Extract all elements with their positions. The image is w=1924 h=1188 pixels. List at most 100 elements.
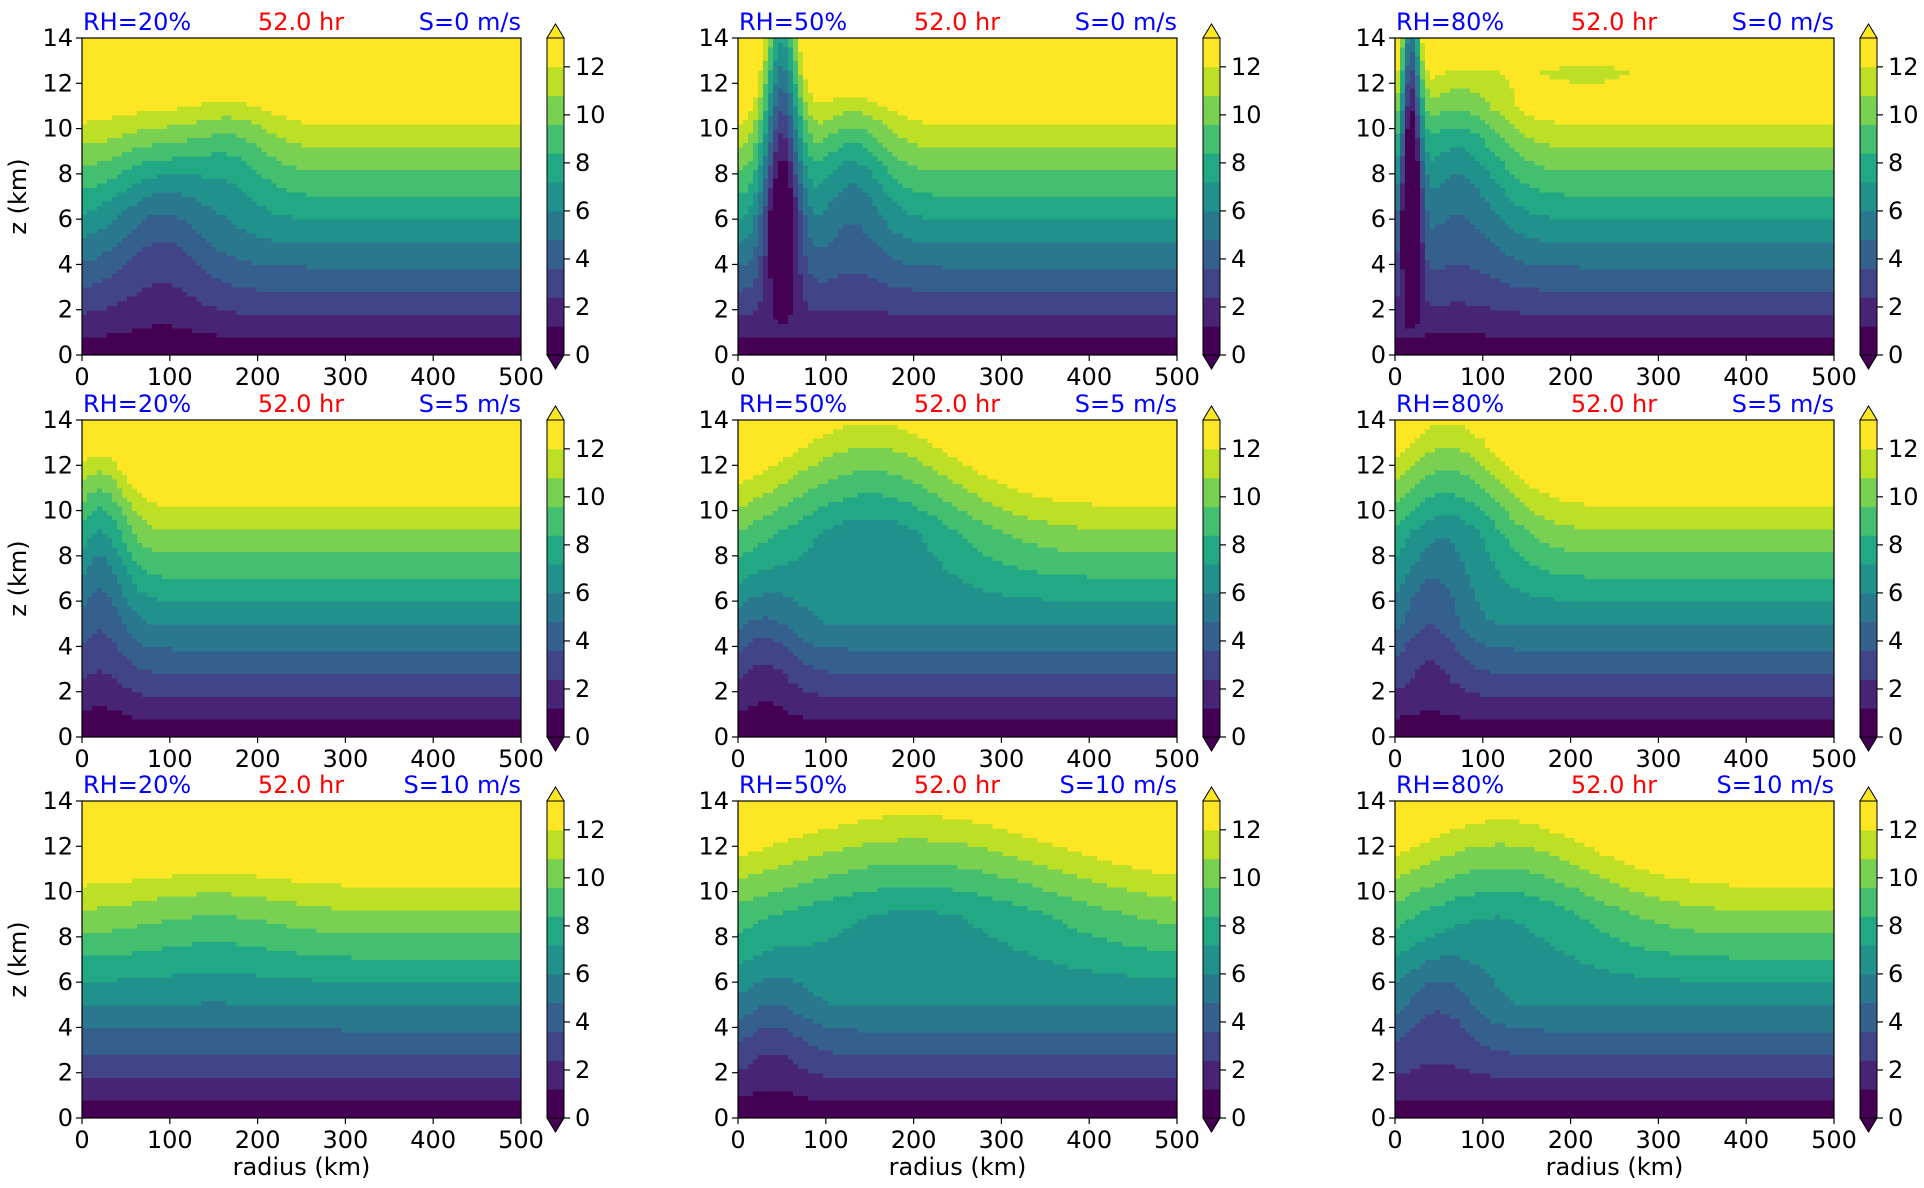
panel-r3c1-colorbar-min-extend: [547, 1118, 564, 1132]
panel-r2c3-colorbar-level: [1860, 478, 1877, 507]
panel-r2c2-y-tick-label: 8: [714, 542, 729, 570]
panel-r3c2-colorbar-tick-label: 8: [1231, 912, 1246, 940]
panel-r3c1-colorbar-level: [547, 859, 564, 888]
panel-r3c1-x-tick-label: 200: [235, 1126, 281, 1154]
panel-r2c1-time-label: 52.0 hr: [258, 390, 344, 418]
panel-r2c2-colorbar-tick-label: 10: [1231, 483, 1262, 511]
panel-r1c3-colorbar-tick-label: 10: [1888, 101, 1919, 129]
panel-r3c2-y-tick-label: 2: [714, 1059, 729, 1087]
panel-r1c1-x-tick-label: 500: [498, 363, 544, 391]
panel-r2c3-time-label: 52.0 hr: [1571, 390, 1657, 418]
panel-r1c1-y-tick-label: 12: [42, 69, 73, 97]
panel-r2c3-y-tick-label: 2: [1371, 678, 1386, 706]
panel-r3c3-y-tick-label: 12: [1355, 832, 1386, 860]
panel-r2c3-x-tick-label: 100: [1460, 745, 1506, 773]
panel-r2c2-colorbar-tick-label: 6: [1231, 579, 1246, 607]
panel-r2c3-y-tick-label: 0: [1371, 723, 1386, 751]
panel-r3c1-y-tick-label: 10: [42, 878, 73, 906]
panel-r1c3-colorbar-level: [1860, 182, 1877, 211]
panel-r3c3-colorbar-tick-label: 10: [1888, 864, 1919, 892]
panel-r2c2-colorbar-level: [1203, 449, 1220, 478]
panel-r2c1-colorbar-level: [547, 535, 564, 564]
panel-r1c3-colorbar-level: [1860, 240, 1877, 269]
panel-r2c2-colorbar-tick-label: 8: [1231, 531, 1246, 559]
panel-r3c1-contour-field: [82, 801, 522, 1119]
panel-r3c2-y-tick-label: 0: [714, 1104, 729, 1132]
panel-r1c3-colorbar-min-extend: [1860, 355, 1877, 369]
panel-r2c3-colorbar-level: [1860, 506, 1877, 535]
panel-r3c1-y-tick-label: 8: [58, 923, 73, 951]
panel-r3c1-colorbar-tick-label: 8: [575, 912, 590, 940]
panel-r1c2-y-tick-label: 8: [714, 160, 729, 188]
panel-r1c1-colorbar-tick-label: 0: [575, 341, 590, 369]
panel-r3c2-colorbar-level: [1203, 945, 1220, 974]
panel-r1c2-x-tick-label: 500: [1154, 363, 1200, 391]
panel-r1c1-y-tick-label: 2: [58, 296, 73, 324]
panel-r2c2-colorbar-level: [1203, 564, 1220, 593]
panel-r2c2-time-label: 52.0 hr: [914, 390, 1000, 418]
panel-r3c2-y-tick-label: 6: [714, 968, 729, 996]
panel-r3c1-x-tick-label: 0: [74, 1126, 89, 1154]
panel-r2c2-y-tick-label: 12: [698, 451, 729, 479]
panel-r3c3-colorbar-tick-label: 0: [1888, 1104, 1903, 1132]
panel-r2c2-contour-field: [738, 420, 1178, 738]
panel-r1c1-colorbar-level: [547, 240, 564, 269]
panel-r3c2-rh-label: RH=50%: [739, 771, 847, 799]
panel-r3c1-colorbar-tick-label: 12: [575, 816, 606, 844]
panel-r1c1-colorbar-tick-label: 4: [575, 245, 590, 273]
panel-r1c3-colorbar-tick-label: 4: [1888, 245, 1903, 273]
panel-r2c3-colorbar-level: [1860, 622, 1877, 651]
panel-r3c1-y-tick-label: 6: [58, 968, 73, 996]
panel-r3c3-colorbar-level: [1860, 1060, 1877, 1089]
panel-r3c2-shear-label: S=10 m/s: [1060, 771, 1177, 799]
panel-r3c1-colorbar-level: [547, 1060, 564, 1089]
panel-r2c2-colorbar-level: [1203, 622, 1220, 651]
panel-r2c1-x-tick-label: 0: [74, 745, 89, 773]
panel-r1c3-y-tick-label: 0: [1371, 341, 1386, 369]
panel-r2c3-y-tick-label: 4: [1371, 632, 1386, 660]
panel-r3c3-colorbar-tick-label: 8: [1888, 912, 1903, 940]
panel-r1c3-y-tick-label: 10: [1355, 115, 1386, 143]
panel-r1c2-contour-field: [738, 38, 1178, 356]
panel-r3c2-colorbar-level: [1203, 887, 1220, 916]
panel-r1c1-y-tick-label: 4: [58, 250, 73, 278]
panel-r3c3-colorbar-level: [1860, 1089, 1877, 1118]
panel-r1c2-shear-label: S=0 m/s: [1075, 8, 1177, 36]
panel-r2c1-rh-label: RH=20%: [83, 390, 191, 418]
panel-r2c1-colorbar-tick-label: 2: [575, 675, 590, 703]
panel-r3c3-x-tick-label: 500: [1811, 1126, 1857, 1154]
panel-r3c2-colorbar-min-extend: [1203, 1118, 1220, 1132]
panel-r3c3-x-tick-label: 100: [1460, 1126, 1506, 1154]
panel-r2c2-colorbar-tick-label: 12: [1231, 435, 1262, 463]
panel-r3c3-colorbar-level: [1860, 859, 1877, 888]
panel-r1c1-colorbar-tick-label: 10: [575, 101, 606, 129]
panel-r2c2-x-tick-label: 300: [978, 745, 1024, 773]
panel-r2c3-x-tick-label: 300: [1635, 745, 1681, 773]
panel-r1c3-contour-field: [1395, 38, 1835, 356]
panel-r2c2-colorbar-level: [1203, 506, 1220, 535]
panel-r1c1-y-tick-label: 10: [42, 115, 73, 143]
panel-r1c3-rh-label: RH=80%: [1396, 8, 1504, 36]
panel-r3c3-colorbar-level: [1860, 830, 1877, 859]
panel-r1c1-colorbar-min-extend: [547, 355, 564, 369]
panel-r1c1-y-tick-label: 14: [42, 24, 73, 52]
panel-r2c2-x-tick-label: 100: [803, 745, 849, 773]
panel-r3c2-x-tick-label: 500: [1154, 1126, 1200, 1154]
panel-r3c3-y-tick-label: 6: [1371, 968, 1386, 996]
panel-r3c2-colorbar-level: [1203, 859, 1220, 888]
panel-r1c1-colorbar-level: [547, 182, 564, 211]
panel-r3c2-colorbar-level: [1203, 1089, 1220, 1118]
panel-r3c1-colorbar-tick-label: 6: [575, 960, 590, 988]
panel-r3c3-colorbar-level: [1860, 945, 1877, 974]
panel-r3c1-colorbar-tick-label: 0: [575, 1104, 590, 1132]
panel-r1c3-y-tick-label: 12: [1355, 69, 1386, 97]
panel-r3c2-x-tick-label: 100: [803, 1126, 849, 1154]
panel-r2c2-x-tick-label: 500: [1154, 745, 1200, 773]
panel-r2c3-colorbar-tick-label: 6: [1888, 579, 1903, 607]
